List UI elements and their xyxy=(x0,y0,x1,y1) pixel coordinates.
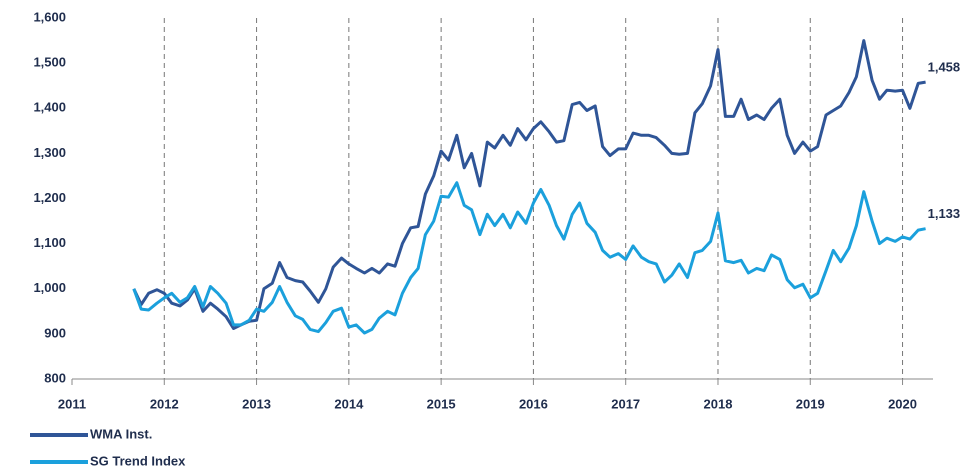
y-tick-label: 1,500 xyxy=(33,55,66,70)
y-tick-label: 1,600 xyxy=(33,9,66,24)
x-tick-label: 2020 xyxy=(888,396,917,411)
y-tick-label: 1,400 xyxy=(33,100,66,115)
y-tick-label: 1,300 xyxy=(33,145,66,160)
x-tick-label: 2017 xyxy=(611,396,640,411)
y-tick-label: 1,200 xyxy=(33,190,66,205)
x-tick-label: 2011 xyxy=(58,396,86,411)
legend-label: SG Trend Index xyxy=(90,453,186,468)
x-tick-label: 2014 xyxy=(334,396,364,411)
y-tick-label: 800 xyxy=(44,370,66,385)
x-tick-label: 2016 xyxy=(519,396,548,411)
series-line xyxy=(132,39,926,330)
series-line xyxy=(132,181,926,335)
x-tick-label: 2013 xyxy=(242,396,271,411)
end-label: 1,458 xyxy=(928,60,961,75)
y-tick-label: 900 xyxy=(44,325,66,340)
x-tick-label: 2019 xyxy=(796,396,825,411)
end-label: 1,133 xyxy=(928,206,961,221)
y-tick-label: 1,000 xyxy=(33,280,66,295)
x-tick-label: 2018 xyxy=(704,396,733,411)
legend-label: WMA Inst. xyxy=(90,426,152,441)
x-tick-label: 2015 xyxy=(427,396,456,411)
x-tick-label: 2012 xyxy=(150,396,179,411)
y-tick-label: 1,100 xyxy=(33,235,66,250)
